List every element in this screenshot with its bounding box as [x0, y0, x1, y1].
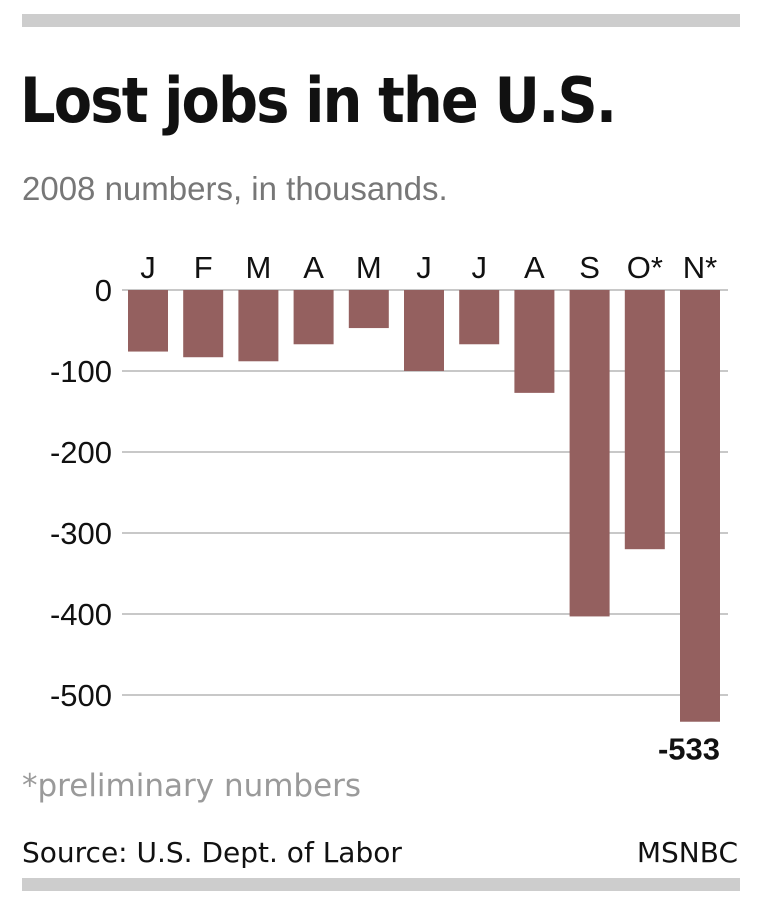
- bar: [569, 290, 610, 617]
- bar: [128, 290, 168, 352]
- x-category-label: F: [194, 250, 213, 285]
- bar: [459, 290, 500, 345]
- bar: [348, 290, 389, 329]
- y-tick-label: -400: [50, 597, 112, 632]
- publisher-credit: MSNBC: [636, 836, 738, 869]
- chart-subtitle: 2008 numbers, in thousands.: [22, 170, 448, 207]
- x-category-label: J: [471, 250, 487, 285]
- x-category-label: M: [356, 250, 382, 285]
- x-category-label: A: [303, 250, 324, 285]
- y-tick-label: 0: [95, 273, 112, 308]
- y-tick-label: -500: [50, 678, 112, 713]
- bar: [404, 290, 444, 371]
- source-credit: Source: U.S. Dept. of Labor: [22, 836, 402, 869]
- y-tick-label: -200: [50, 435, 112, 470]
- top-rule: [22, 14, 740, 27]
- y-tick-label: -100: [50, 354, 112, 389]
- x-category-label: A: [524, 250, 545, 285]
- x-category-label: J: [416, 250, 432, 285]
- bar: [183, 290, 224, 358]
- bar: [238, 290, 279, 362]
- y-tick-label: -300: [50, 516, 112, 551]
- x-category-label: N*: [683, 250, 717, 285]
- bar: [624, 290, 665, 550]
- data-label: -533: [658, 732, 720, 760]
- x-category-label: S: [579, 250, 600, 285]
- bar: [293, 290, 334, 345]
- bar: [680, 290, 720, 722]
- x-category-label: M: [245, 250, 271, 285]
- x-category-label: O*: [627, 250, 663, 285]
- chart-title: Lost jobs in the U.S.: [20, 64, 617, 137]
- footnote: *preliminary numbers: [22, 768, 362, 804]
- bottom-rule: [22, 878, 740, 891]
- x-category-label: J: [140, 250, 156, 285]
- bar: [514, 290, 555, 393]
